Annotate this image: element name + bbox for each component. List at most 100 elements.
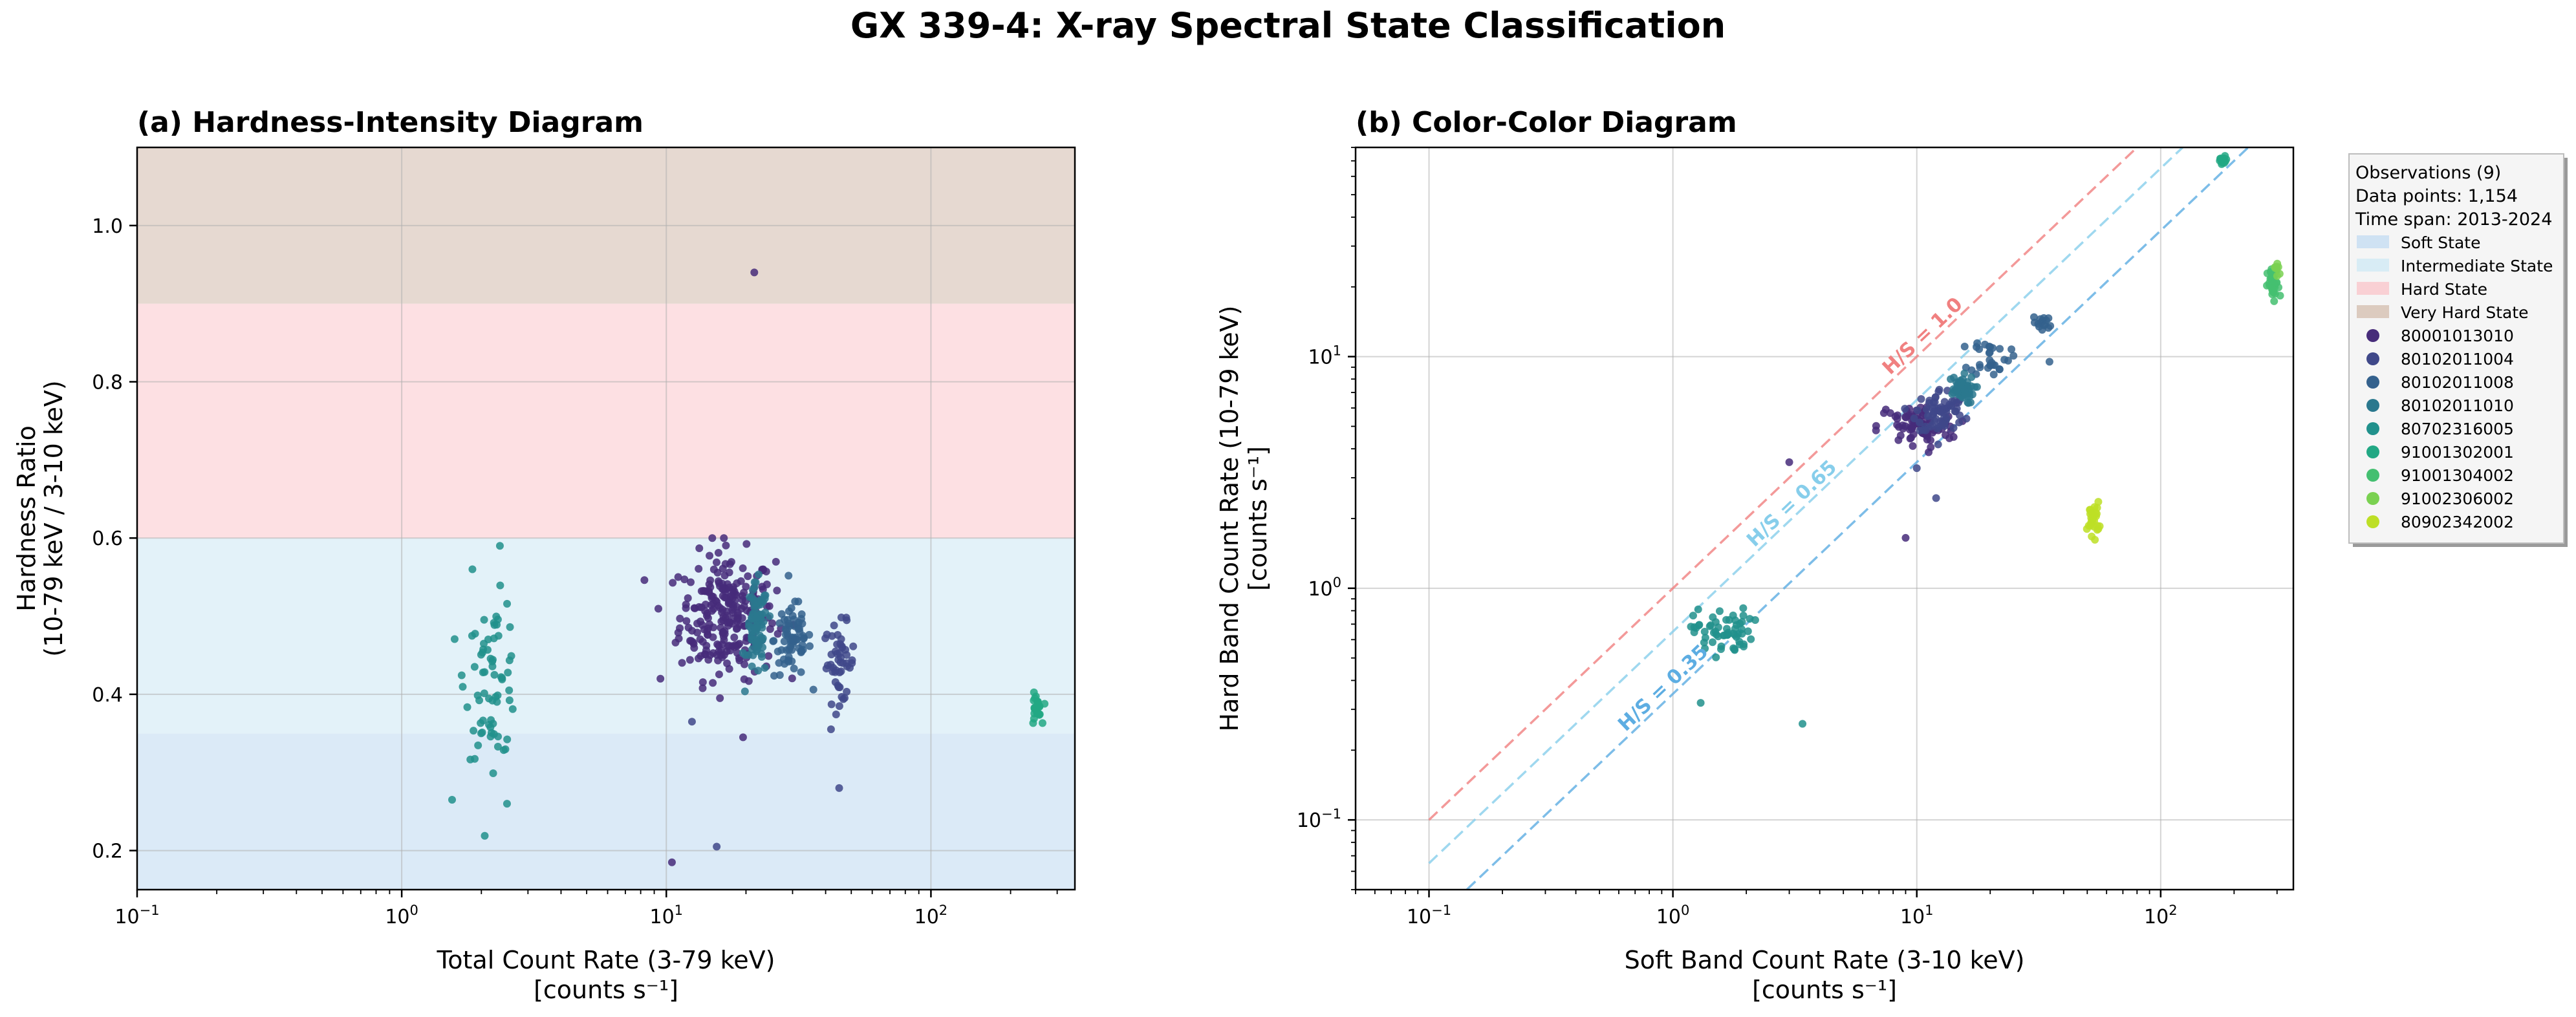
data-point [758, 623, 766, 632]
data-point [843, 687, 851, 696]
y-axis-label: Hardness Ratio [12, 425, 41, 612]
data-point [740, 588, 748, 597]
data-point [827, 700, 836, 709]
data-point [1893, 421, 1901, 429]
data-point [1996, 345, 2004, 353]
data-point [686, 656, 694, 664]
data-point [790, 664, 798, 672]
data-point [1985, 342, 1993, 350]
data-point [1966, 398, 1975, 407]
legend-state-label: Intermediate State [2401, 257, 2553, 275]
data-point [797, 647, 806, 656]
data-point [457, 671, 466, 680]
legend-obs-label: 91001304002 [2401, 466, 2514, 485]
data-point [706, 651, 715, 659]
data-point [835, 702, 843, 711]
data-point [698, 684, 707, 692]
x-tick-label: 10−1 [1407, 903, 1451, 928]
data-point [480, 639, 488, 648]
data-point [1909, 442, 1917, 450]
data-point [1912, 464, 1921, 473]
ratio-line [1465, 147, 2250, 890]
panel-title: (a) Hardness-Intensity Diagram [137, 106, 644, 139]
data-point [744, 572, 752, 581]
data-point [490, 730, 498, 738]
data-point [1747, 635, 1755, 643]
legend-marker [2366, 445, 2379, 458]
legend-box [2348, 153, 2564, 544]
data-point [766, 625, 774, 633]
data-point [656, 674, 665, 683]
data-point [835, 784, 843, 792]
data-point [712, 558, 720, 566]
data-point [459, 683, 467, 691]
data-point [493, 616, 502, 624]
y-axis-label-unit: (10-79 keV / 3-10 keV) [39, 380, 68, 656]
data-point [1724, 630, 1732, 639]
x-axis-label: Soft Band Count Rate (3-10 keV) [1625, 946, 2025, 974]
legend-state-swatch [2357, 259, 2389, 272]
data-point [468, 565, 477, 573]
data-point [686, 578, 695, 586]
figure-title: GX 339-4: X-ray Spectral State Classific… [850, 5, 1726, 46]
data-point [714, 549, 722, 557]
data-point [480, 689, 488, 698]
data-point [1907, 433, 1915, 442]
legend-state-swatch [2357, 235, 2389, 248]
data-point [706, 551, 714, 560]
legend-obs-label: 80102011008 [2401, 373, 2514, 392]
data-point [792, 633, 800, 641]
data-point [742, 606, 751, 615]
data-point [2272, 279, 2280, 287]
data-point [753, 643, 761, 651]
x-tick-label: 100 [1656, 903, 1690, 928]
data-point [747, 625, 755, 633]
data-point [730, 633, 739, 641]
data-point [2008, 345, 2016, 354]
legend-marker [2366, 352, 2379, 365]
data-point [1922, 405, 1931, 413]
data-point [1949, 433, 1958, 441]
data-point [839, 695, 847, 703]
data-point [1973, 383, 1981, 391]
data-point [727, 558, 735, 566]
data-point [1689, 612, 1697, 620]
data-point [488, 696, 497, 705]
data-point [1955, 418, 1964, 427]
data-point [754, 597, 763, 606]
x-axis-label-unit: [counts s⁻¹] [534, 976, 678, 1004]
data-point [2088, 532, 2096, 541]
y-tick-label: 101 [1308, 343, 1341, 369]
data-point [1949, 423, 1958, 432]
data-point [766, 612, 774, 620]
legend-obs-label: 91002306002 [2401, 489, 2514, 508]
data-point [788, 674, 796, 683]
data-point [1701, 644, 1709, 652]
legend-header: Data points: 1,154 [2355, 186, 2518, 206]
legend-header: Observations (9) [2355, 163, 2501, 183]
data-point [448, 796, 457, 804]
legend-state-swatch [2357, 282, 2389, 295]
data-point [2095, 522, 2104, 530]
legend-marker [2366, 422, 2379, 435]
data-point [640, 576, 649, 584]
data-point [493, 742, 502, 751]
data-point [1960, 369, 1969, 378]
data-point [708, 534, 717, 542]
data-point [507, 652, 515, 660]
data-point [754, 570, 763, 579]
data-point [1910, 414, 1918, 423]
x-axis-label-unit: [counts s⁻¹] [1752, 976, 1897, 1004]
data-point [695, 544, 704, 552]
y-tick-label: 0.4 [92, 684, 123, 707]
ratio-line [1428, 147, 2139, 821]
data-point [744, 677, 753, 685]
data-point [849, 642, 858, 650]
data-point [1960, 386, 1969, 394]
ratio-line-label: H/S = 0.35 [1614, 640, 1713, 736]
y-tick-label: 0.8 [92, 372, 123, 394]
data-point [718, 585, 726, 594]
data-point [474, 741, 482, 749]
data-point [1879, 409, 1888, 417]
data-point [1930, 407, 1938, 416]
